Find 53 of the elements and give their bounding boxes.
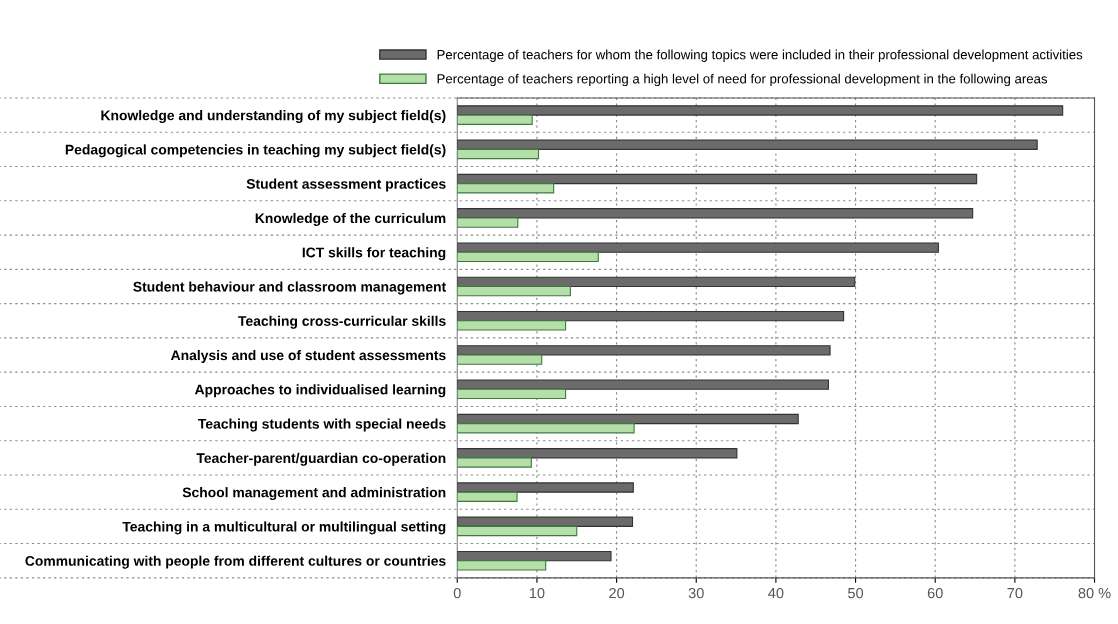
bar [457,285,571,297]
y-tick-label: Teaching students with special needs [198,418,446,432]
x-tick-label: 10 [529,587,545,599]
bar [457,217,519,228]
legend-label: Percentage of teachers for whom the following topics were included in their professional development activities [437,49,1083,62]
y-tick-label: Communicating with people from different cultures or countries [25,555,446,569]
y-tick-label: ICT skills for teaching [302,247,446,261]
y-tick-label: Student assessment practices [246,178,446,192]
y-tick-label: Knowledge and understanding of my subject field(s) [101,110,446,124]
bar [457,379,830,390]
x-tick-label: 80 % [1078,587,1111,599]
x-tick-label: 20 [609,587,625,599]
bar [457,242,939,253]
bar [457,354,543,365]
bar [457,276,856,288]
y-tick-label: Teaching in a multicultural or multilingual setting [122,521,446,535]
x-tick-label: 60 [927,587,943,599]
bar [457,114,533,125]
legend-label: Percentage of teachers reporting a high level of need for professional development in the following areas [437,73,1048,87]
bar [457,208,974,219]
bar [457,345,831,356]
bar [457,173,978,185]
x-tick-label: 70 [1007,587,1023,599]
y-tick-label: Teaching cross-curricular skills [238,315,446,329]
bar [457,550,612,562]
bar [457,457,532,468]
y-tick-label: Approaches to individualised learning [194,384,446,398]
bar [457,482,634,493]
y-tick-label: Student behaviour and classroom management [133,281,446,295]
bar [457,139,1038,150]
bar [457,525,578,537]
x-tick-label: 40 [768,587,784,599]
y-tick-label: Teacher-parent/guardian co-operation [196,452,446,466]
bar [457,105,1064,116]
x-tick-label: 0 [453,587,461,599]
bar [457,388,567,400]
y-tick-label: Analysis and use of student assessments [170,350,446,363]
bar [457,423,635,434]
y-tick-label: School management and administration [182,487,446,501]
x-tick-label: 50 [848,587,864,599]
bar [457,310,845,322]
bar [457,251,599,263]
bar [457,148,540,160]
y-tick-label: Pedagogical competencies in teaching my subject field(s) [65,144,446,158]
bar [457,560,547,571]
bar [457,491,518,502]
bar [457,320,567,331]
bar [457,448,738,459]
bar [457,516,634,527]
y-tick-label: Knowledge of the curriculum [255,212,446,226]
bar [457,413,799,425]
x-tick-label: 30 [688,587,704,599]
bar [457,183,555,194]
